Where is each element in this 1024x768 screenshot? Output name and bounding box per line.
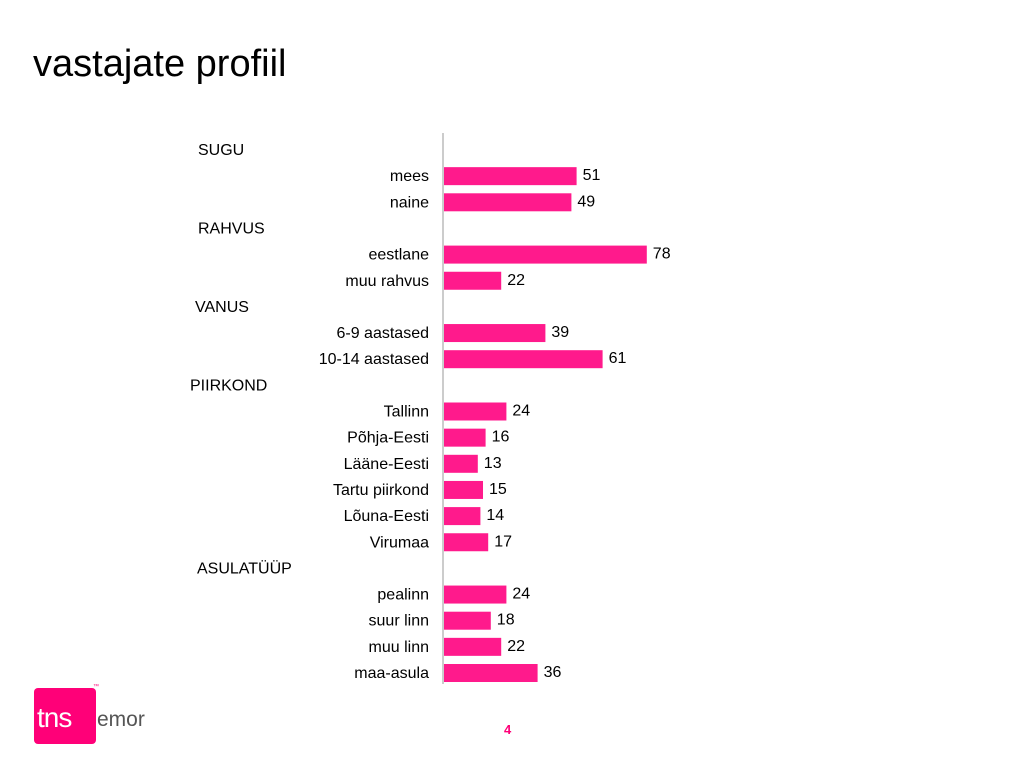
page-number: 4 [504, 722, 512, 737]
category-label: 10-14 aastased [319, 351, 429, 368]
data-label: 78 [653, 246, 671, 263]
category-label: suur linn [369, 613, 429, 630]
data-label: 13 [484, 455, 502, 472]
category-label: muu rahvus [345, 273, 429, 290]
bar [444, 271, 502, 290]
group-label: SUGU [198, 142, 244, 159]
bar-chart: SUGU mees 51 naine 49 RAHVUS eestlane 78 muu rah… [190, 133, 671, 684]
bar [444, 585, 507, 604]
category-label: Tallinn [384, 404, 429, 421]
category-label: Tartu piirkond [333, 482, 429, 499]
bar [444, 193, 572, 212]
category-label: mees [390, 168, 429, 185]
bar [444, 245, 647, 264]
logo-mark: tns [34, 688, 96, 744]
group-label: VANUS [195, 299, 249, 316]
data-label: 14 [486, 507, 504, 524]
data-label: 22 [507, 272, 525, 289]
category-label: eestlane [369, 247, 430, 264]
page-title: vastajate profiil [33, 43, 287, 85]
data-label: 51 [583, 167, 601, 184]
category-label: muu linn [369, 639, 429, 656]
category-label: Põhja-Eesti [347, 430, 429, 447]
bar [444, 533, 489, 552]
data-label: 24 [512, 586, 530, 603]
data-label: 36 [544, 664, 562, 681]
bar [444, 402, 507, 421]
bar [444, 350, 603, 369]
data-label: 15 [489, 481, 507, 498]
bar [444, 637, 502, 656]
data-label: 24 [512, 403, 530, 420]
logo-tns-text: tns [37, 702, 72, 733]
bar [444, 664, 538, 682]
group-label: PIIRKOND [190, 377, 267, 394]
category-label: 6-9 aastased [336, 325, 429, 342]
bar [444, 507, 481, 526]
data-label: 16 [492, 429, 510, 446]
logo-trademark: ™ [93, 684, 99, 690]
logo-emor-text: emor [97, 708, 145, 731]
category-label: maa-asula [354, 665, 429, 682]
bar [444, 428, 486, 447]
group-label: RAHVUS [198, 220, 265, 237]
data-label: 39 [551, 324, 569, 341]
data-label: 18 [497, 612, 515, 629]
bar [444, 167, 577, 186]
data-label: 17 [494, 533, 512, 550]
category-label: naine [390, 194, 429, 211]
category-label: Lõuna-Eesti [344, 508, 429, 525]
data-label: 22 [507, 638, 525, 655]
data-label: 61 [609, 350, 627, 367]
bar [444, 611, 491, 630]
data-label: 49 [577, 193, 595, 210]
bar [444, 480, 483, 499]
category-label: Virumaa [370, 534, 429, 551]
category-label: Lääne-Eesti [344, 456, 429, 473]
tns-emor-logo: tns ™ emor [34, 684, 154, 746]
category-label: pealinn [377, 587, 429, 604]
group-label: ASULATÜÜP [197, 559, 292, 577]
bar [444, 454, 478, 473]
bar [444, 324, 546, 343]
